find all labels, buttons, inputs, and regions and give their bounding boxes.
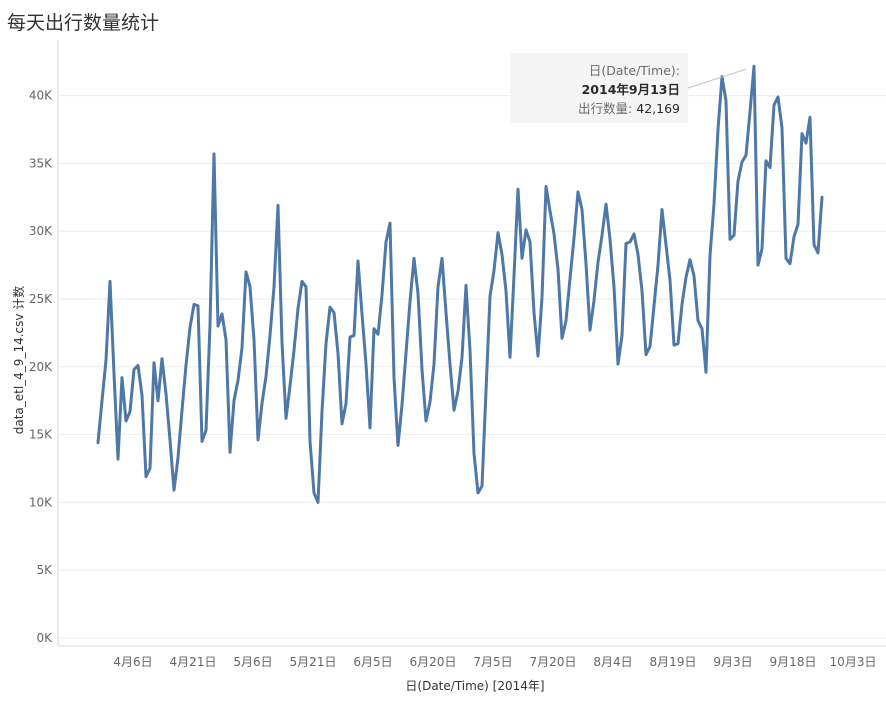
tooltip-measure-value: 42,169 — [636, 101, 680, 116]
x-tick-label: 9月18日 — [770, 655, 817, 669]
x-tick-label: 5月21日 — [290, 655, 337, 669]
x-axis-ticks: 4月6日 4月21日 5月6日 5月21日 6月5日 6月20日 7月5日 7月20日 8月4日… — [113, 655, 876, 669]
axes — [57, 40, 886, 647]
x-tick-label: 7月5日 — [473, 655, 512, 669]
chart-title: 每天出行数量统计 — [7, 12, 160, 34]
y-tick-label: 35K — [29, 156, 53, 170]
x-tick-label: 9月3日 — [713, 655, 752, 669]
x-tick-label: 7月20日 — [530, 655, 577, 669]
x-axis-title: 日(Date/Time) [2014年] — [405, 679, 544, 693]
x-tick-label: 6月5日 — [353, 655, 392, 669]
x-tick-label: 4月6日 — [113, 655, 152, 669]
x-tick-label: 6月20日 — [410, 655, 457, 669]
y-tick-label: 10K — [29, 495, 53, 509]
y-axis-ticks: 0K 5K 10K 15K 20K 25K 30K 35K 40K — [29, 89, 53, 645]
x-tick-label: 4月21日 — [170, 655, 217, 669]
y-tick-label: 30K — [29, 224, 53, 238]
y-tick-label: 15K — [29, 428, 53, 442]
tooltip-field-label: 日(Date/Time): — [588, 63, 680, 78]
y-tick-label: 25K — [29, 292, 53, 306]
x-tick-label: 10月3日 — [830, 655, 877, 669]
tooltip-date-value: 2014年9月13日 — [581, 82, 680, 97]
series-line[interactable] — [96, 64, 824, 504]
x-tick-label: 8月19日 — [650, 655, 697, 669]
y-tick-label: 0K — [36, 631, 53, 645]
y-tick-label: 5K — [36, 563, 53, 577]
y-tick-label: 20K — [29, 360, 53, 374]
x-tick-label: 8月4日 — [593, 655, 632, 669]
y-tick-label: 40K — [29, 89, 53, 103]
series-lines[interactable] — [96, 64, 824, 504]
x-tick-label: 5月6日 — [233, 655, 272, 669]
tooltip-connector — [687, 68, 747, 89]
y-axis-title: data_etl_4_9_14.csv 计数 — [11, 286, 26, 435]
tooltip: 日(Date/Time): 2014年9月13日 出行数量: 42,169 — [510, 53, 688, 123]
tooltip-measure-label: 出行数量: — [578, 101, 633, 116]
